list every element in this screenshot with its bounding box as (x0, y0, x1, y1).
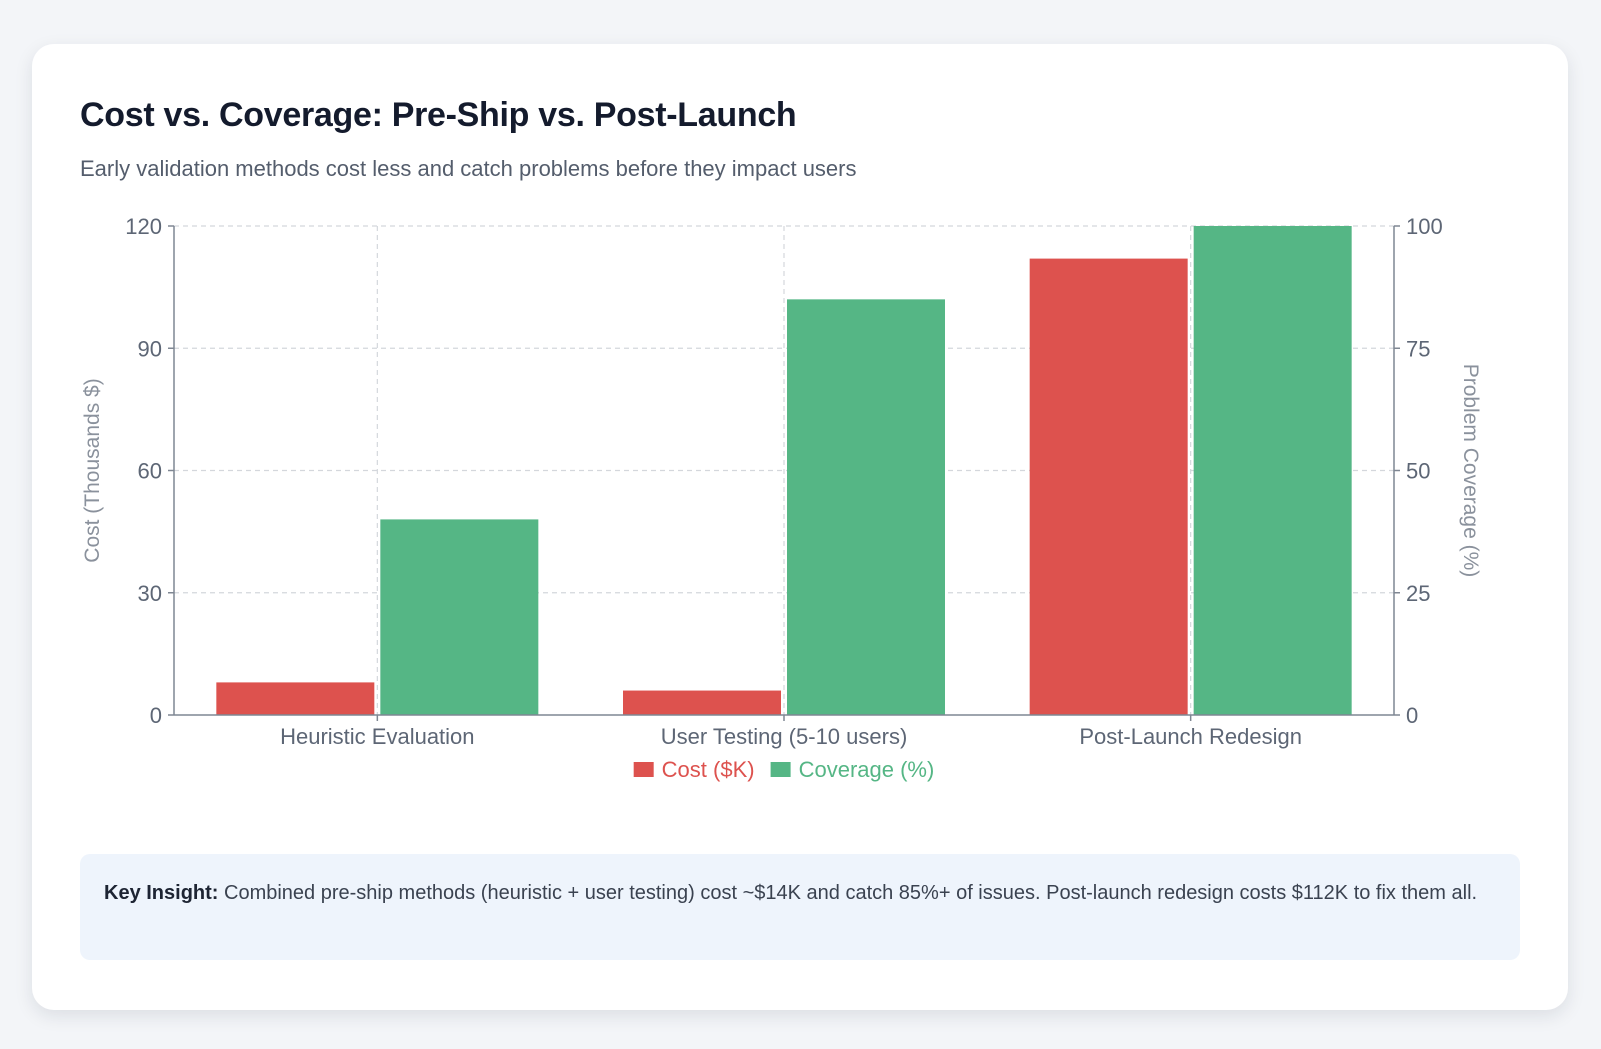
key-insight-box: Key Insight: Combined pre-ship methods (… (80, 854, 1520, 960)
chart-title: Cost vs. Coverage: Pre-Ship vs. Post-Lau… (80, 96, 797, 134)
coverage-bar (787, 299, 945, 715)
coverage-bar (1193, 226, 1352, 715)
right-axis-title: Problem Coverage (%) (1459, 364, 1482, 578)
left-tick-label: 60 (138, 459, 162, 484)
cost-bar (1029, 258, 1188, 715)
left-tick-label: 120 (125, 214, 162, 239)
x-tick-label: Heuristic Evaluation (280, 724, 474, 749)
left-tick-label: 90 (138, 336, 162, 361)
key-insight-label: Key Insight: (104, 882, 219, 904)
left-tick-label: 30 (138, 581, 162, 606)
x-tick-label: Post-Launch Redesign (1079, 724, 1302, 749)
legend-swatch (633, 762, 654, 777)
cost-coverage-chart: 0 30 60 90 120 0 25 50 75 100 Heuristic Evaluation… (81, 214, 1482, 782)
left-axis-title: Cost (Thousands $) (81, 378, 104, 562)
coverage-bar (380, 519, 539, 715)
cost-bar (216, 682, 375, 715)
right-tick-label: 0 (1406, 703, 1418, 728)
key-insight-text: Combined pre-ship methods (heuristic + u… (218, 882, 1478, 904)
x-tick-label: User Testing (5-10 users) (661, 724, 908, 749)
right-tick-label: 100 (1406, 214, 1443, 239)
legend-swatch (770, 762, 791, 777)
chart-card: Cost vs. Coverage: Pre-Ship vs. Post-Lau… (32, 44, 1568, 1010)
chart-subtitle: Early validation methods cost less and c… (80, 156, 857, 181)
left-tick-label: 0 (150, 703, 162, 728)
legend-label: Cost ($K) (662, 757, 755, 782)
right-tick-label: 25 (1406, 581, 1430, 606)
right-tick-label: 75 (1406, 336, 1430, 361)
legend-label: Coverage (%) (799, 757, 935, 782)
right-tick-label: 50 (1406, 459, 1430, 484)
cost-bar (623, 690, 781, 715)
